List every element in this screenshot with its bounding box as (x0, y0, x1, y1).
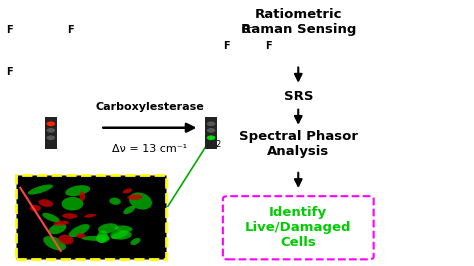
Ellipse shape (109, 198, 121, 205)
Text: F: F (6, 25, 13, 35)
Text: F: F (6, 67, 13, 77)
Text: Δν = 13 cm⁻¹: Δν = 13 cm⁻¹ (112, 144, 187, 153)
Circle shape (46, 135, 55, 140)
Ellipse shape (96, 234, 109, 243)
Ellipse shape (30, 205, 41, 211)
Ellipse shape (127, 194, 143, 200)
Text: F: F (265, 41, 272, 51)
Ellipse shape (42, 213, 60, 222)
Text: 2: 2 (52, 140, 57, 149)
Ellipse shape (110, 230, 132, 240)
Ellipse shape (62, 197, 83, 210)
Ellipse shape (123, 206, 135, 214)
Bar (45, 117, 56, 149)
Bar (205, 117, 217, 149)
Text: Identify
Live/Damaged
Cells: Identify Live/Damaged Cells (245, 206, 352, 249)
Ellipse shape (58, 235, 73, 245)
Text: Spectral Phasor
Analysis: Spectral Phasor Analysis (239, 130, 358, 157)
Text: F: F (67, 25, 74, 35)
Ellipse shape (49, 223, 66, 234)
Text: Ratiometric
Raman Sensing: Ratiometric Raman Sensing (241, 9, 356, 36)
Bar (16, 175, 166, 259)
Ellipse shape (81, 236, 109, 241)
Ellipse shape (129, 192, 152, 210)
Ellipse shape (77, 233, 86, 238)
Text: 2: 2 (216, 140, 221, 149)
Ellipse shape (123, 188, 132, 193)
Ellipse shape (130, 238, 140, 245)
Ellipse shape (69, 224, 90, 237)
Ellipse shape (111, 231, 128, 239)
Circle shape (207, 135, 215, 140)
Circle shape (207, 121, 215, 126)
Ellipse shape (65, 185, 90, 196)
Ellipse shape (84, 214, 96, 218)
Ellipse shape (98, 223, 118, 233)
Ellipse shape (38, 199, 53, 207)
Ellipse shape (79, 191, 85, 201)
FancyBboxPatch shape (223, 196, 374, 259)
Ellipse shape (28, 184, 53, 195)
Ellipse shape (114, 225, 133, 232)
Text: SRS: SRS (283, 90, 313, 103)
Text: O⁻: O⁻ (242, 25, 255, 35)
Circle shape (46, 128, 55, 133)
Ellipse shape (53, 221, 69, 226)
Ellipse shape (43, 236, 66, 251)
Circle shape (46, 121, 55, 126)
Ellipse shape (62, 213, 78, 219)
Text: Carboxylesterase: Carboxylesterase (95, 102, 204, 112)
Circle shape (207, 128, 215, 133)
Text: F: F (223, 41, 229, 51)
Ellipse shape (97, 230, 108, 243)
